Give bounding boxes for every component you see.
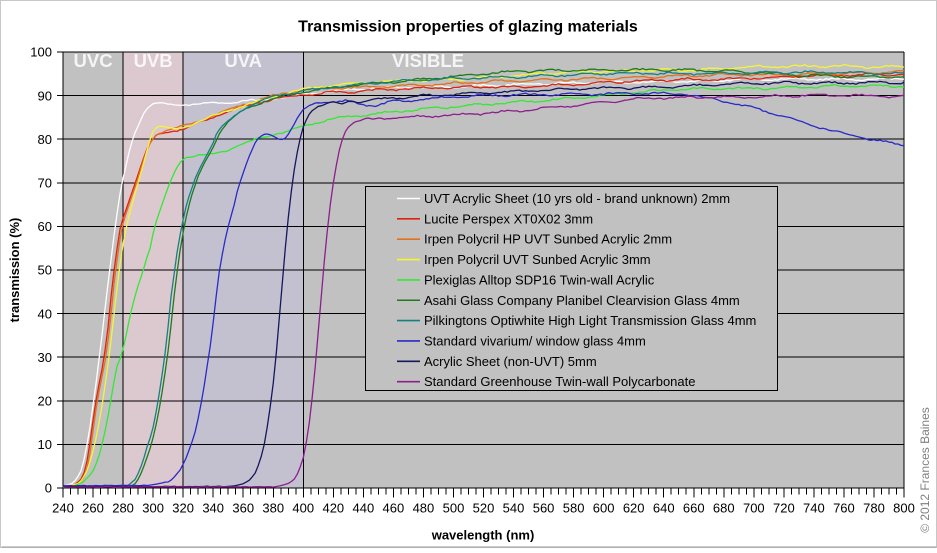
svg-text:640: 640 — [653, 501, 675, 516]
svg-text:540: 540 — [503, 501, 525, 516]
svg-text:0: 0 — [45, 481, 52, 496]
svg-text:Standard Greenhouse Twin-wall: Standard Greenhouse Twin-wall Polycarbon… — [424, 374, 695, 389]
svg-text:Irpen Polycril UVT Sunbed Acry: Irpen Polycril UVT Sunbed Acrylic 3mm — [424, 252, 651, 267]
svg-text:500: 500 — [443, 501, 465, 516]
svg-text:50: 50 — [38, 263, 52, 278]
svg-text:440: 440 — [353, 501, 375, 516]
svg-text:340: 340 — [202, 501, 224, 516]
svg-text:560: 560 — [533, 501, 555, 516]
svg-text:780: 780 — [863, 501, 885, 516]
svg-text:800: 800 — [893, 501, 915, 516]
svg-text:680: 680 — [713, 501, 735, 516]
svg-text:760: 760 — [833, 501, 855, 516]
svg-text:700: 700 — [743, 501, 765, 516]
svg-text:600: 600 — [593, 501, 615, 516]
svg-text:Pilkingtons Optiwhite High Lig: Pilkingtons Optiwhite High Light Transmi… — [424, 313, 756, 328]
svg-text:720: 720 — [773, 501, 795, 516]
svg-text:Acrylic Sheet (non-UVT) 5mm: Acrylic Sheet (non-UVT) 5mm — [424, 354, 597, 369]
svg-text:UVT Acrylic Sheet (10 yrs old: UVT Acrylic Sheet (10 yrs old - brand un… — [424, 191, 730, 206]
svg-text:100: 100 — [30, 45, 52, 60]
svg-text:240: 240 — [52, 501, 74, 516]
svg-text:420: 420 — [322, 501, 344, 516]
svg-text:Plexiglas Alltop SDP16 Twin-wa: Plexiglas Alltop SDP16 Twin-wall Acrylic — [424, 272, 655, 287]
svg-text:10: 10 — [38, 437, 52, 452]
svg-text:260: 260 — [82, 501, 104, 516]
svg-text:460: 460 — [383, 501, 405, 516]
svg-text:80: 80 — [38, 132, 52, 147]
svg-text:Lucite Perspex XT0X02 3mm: Lucite Perspex XT0X02 3mm — [424, 211, 593, 226]
svg-text:Transmission properties of gla: Transmission properties of glazing mater… — [298, 19, 638, 36]
svg-text:400: 400 — [292, 501, 314, 516]
svg-text:UVA: UVA — [224, 50, 262, 71]
svg-text:Standard vivarium/ window glas: Standard vivarium/ window glass 4mm — [424, 333, 646, 348]
svg-text:UVC: UVC — [74, 50, 113, 71]
svg-text:20: 20 — [38, 394, 52, 409]
svg-text:320: 320 — [172, 501, 194, 516]
svg-text:580: 580 — [563, 501, 585, 516]
svg-text:620: 620 — [623, 501, 645, 516]
svg-text:480: 480 — [413, 501, 435, 516]
svg-text:280: 280 — [112, 501, 134, 516]
svg-text:Asahi Glass Company Planibel C: Asahi Glass Company Planibel Clearvision… — [424, 293, 740, 308]
svg-text:360: 360 — [232, 501, 254, 516]
svg-text:VISIBLE: VISIBLE — [392, 50, 464, 71]
svg-text:60: 60 — [38, 219, 52, 234]
svg-text:© 2012 Frances Baines: © 2012 Frances Baines — [918, 407, 932, 533]
svg-text:70: 70 — [38, 176, 52, 191]
svg-text:wavelength (nm): wavelength (nm) — [431, 528, 535, 543]
svg-text:740: 740 — [803, 501, 825, 516]
svg-text:520: 520 — [473, 501, 495, 516]
svg-text:300: 300 — [142, 501, 164, 516]
svg-text:380: 380 — [262, 501, 284, 516]
svg-text:660: 660 — [683, 501, 705, 516]
svg-text:40: 40 — [38, 306, 52, 321]
svg-text:UVB: UVB — [134, 50, 173, 71]
svg-text:90: 90 — [38, 88, 52, 103]
svg-text:Irpen Polycril HP UVT Sunbed A: Irpen Polycril HP UVT Sunbed Acrylic 2mm — [424, 232, 672, 247]
svg-text:transmission (%): transmission (%) — [7, 218, 22, 323]
svg-text:30: 30 — [38, 350, 52, 365]
